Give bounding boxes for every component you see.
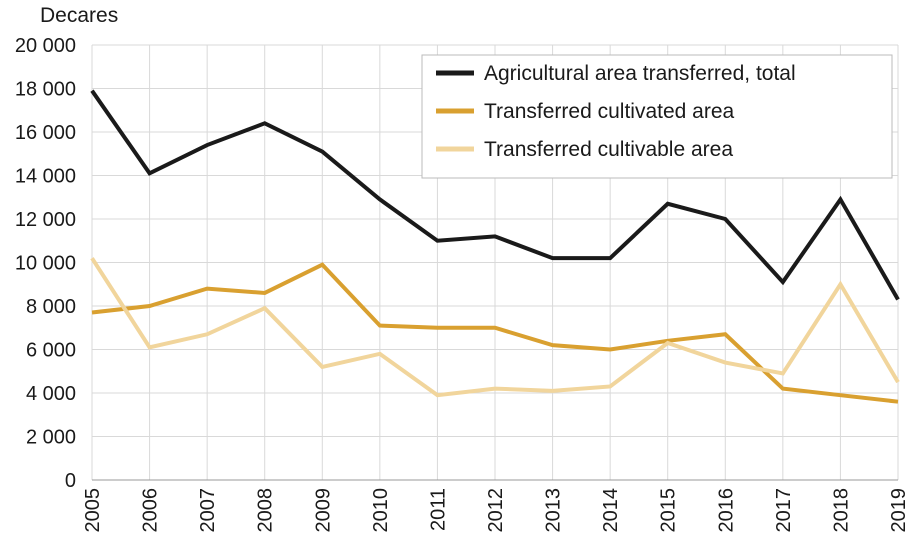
x-tick-label: 2018	[830, 488, 852, 533]
x-tick-label: 2019	[888, 488, 910, 533]
legend-label: Agricultural area transferred, total	[484, 62, 796, 85]
y-tick-label: 6 000	[26, 340, 76, 362]
x-tick-label: 2015	[658, 488, 680, 533]
legend-label: Transferred cultivated area	[484, 100, 734, 123]
y-tick-label: 18 000	[15, 79, 76, 101]
y-tick-label: 14 000	[15, 166, 76, 188]
x-tick-label: 2009	[312, 488, 334, 533]
x-tick-label: 2014	[600, 488, 622, 533]
y-tick-label: 0	[65, 470, 76, 492]
x-tick-label: 2016	[715, 488, 737, 533]
y-axis-label: Decares	[40, 4, 118, 27]
y-tick-label: 12 000	[15, 209, 76, 231]
x-tick-label: 2005	[82, 488, 104, 533]
x-tick-label: 2006	[140, 488, 162, 533]
x-tick-label: 2011	[427, 488, 449, 531]
x-tick-label: 2010	[370, 488, 392, 533]
y-tick-label: 10 000	[15, 253, 76, 275]
x-tick-label: 2017	[773, 488, 795, 533]
legend-box	[421, 54, 893, 179]
grid	[91, 44, 899, 481]
x-tick-label: 2013	[543, 488, 565, 533]
x-tick-label: 2012	[485, 488, 507, 533]
x-tick-label: 2007	[197, 488, 219, 533]
legend-label: Transferred cultivable area	[484, 138, 733, 161]
y-tick-label: 16 000	[15, 122, 76, 144]
x-tick-label: 2008	[255, 488, 277, 533]
y-tick-label: 4 000	[26, 383, 76, 405]
axes: 0 2 000 4 000 6 000 8 000 10 000 12 000 14 000 1…	[15, 35, 910, 533]
y-tick-label: 20 000	[15, 35, 76, 57]
y-tick-label: 2 000	[26, 427, 76, 449]
y-tick-label: 8 000	[26, 296, 76, 318]
series-lines	[90, 89, 900, 404]
legend: Agricultural area transferred, total Tran…	[421, 54, 893, 179]
